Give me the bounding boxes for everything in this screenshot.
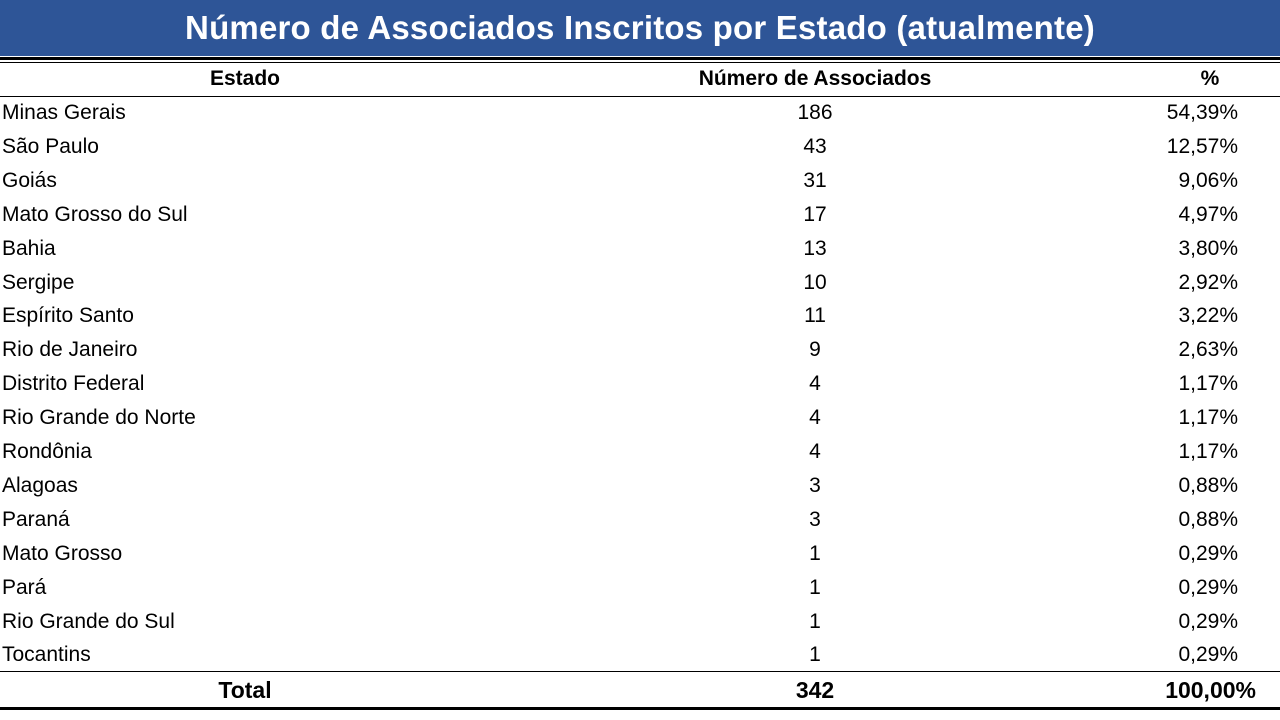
table-header-row: Estado Número de Associados %: [0, 62, 1280, 96]
cell-count: 4: [809, 440, 821, 463]
cell-count: 17: [803, 202, 827, 226]
column-header-count: Número de Associados: [698, 67, 932, 90]
cell-count: 11: [804, 304, 826, 328]
title-bar: Número de Associados Inscritos por Estad…: [0, 0, 1280, 56]
cell-count: 10: [803, 270, 827, 294]
table-row: Tocantins 1 0,29%: [0, 638, 1280, 672]
cell-count: 9: [809, 338, 821, 362]
cell-state: Paraná: [2, 507, 70, 531]
cell-percent: 2,92%: [1178, 270, 1238, 294]
table-row: Distrito Federal 4 1,17%: [0, 367, 1280, 401]
cell-count: 4: [809, 372, 821, 396]
table-row: São Paulo 43 12,57%: [0, 130, 1280, 164]
table-row: Paraná 3 0,88%: [0, 503, 1280, 537]
cell-percent: 0,88%: [1178, 473, 1238, 497]
cell-percent: 0,29%: [1178, 609, 1238, 633]
cell-state: Rio Grande do Sul: [2, 609, 175, 633]
cell-count: 43: [803, 134, 827, 158]
cell-state: Distrito Federal: [2, 372, 145, 396]
cell-percent: 1,17%: [1178, 406, 1238, 430]
table-top-border: [0, 57, 1280, 60]
cell-count: 31: [803, 168, 827, 192]
table-row: Rondônia 4 1,17%: [0, 435, 1280, 469]
cell-percent: 12,57%: [1166, 134, 1238, 158]
total-count: 342: [795, 677, 835, 703]
cell-count: 186: [797, 101, 833, 124]
cell-count: 3: [809, 473, 821, 497]
cell-percent: 54,39%: [1166, 101, 1238, 124]
cell-percent: 1,17%: [1178, 440, 1238, 463]
cell-state: Rio Grande do Norte: [2, 406, 196, 430]
cell-state: Rondônia: [2, 440, 92, 463]
table-row: Espírito Santo 11 3,22%: [0, 299, 1280, 333]
cell-state: Tocantins: [2, 643, 91, 667]
cell-count: 1: [809, 575, 821, 599]
cell-state: Rio de Janeiro: [2, 338, 138, 362]
cell-percent: 0,88%: [1178, 507, 1238, 531]
header-divider: [0, 96, 1280, 97]
cell-percent: 2,63%: [1178, 338, 1238, 362]
cell-state: Alagoas: [2, 473, 78, 497]
cell-state: Mato Grosso do Sul: [2, 202, 188, 226]
table-top-border-inner: [0, 62, 1280, 63]
cell-state: Espírito Santo: [2, 304, 134, 328]
cell-percent: 3,80%: [1178, 236, 1238, 260]
cell-state: Mato Grosso: [2, 541, 123, 565]
cell-percent: 0,29%: [1178, 541, 1238, 565]
cell-percent: 1,17%: [1178, 372, 1238, 396]
table-row: Rio Grande do Norte 4 1,17%: [0, 401, 1280, 435]
total-label: Total: [218, 677, 272, 703]
column-header-percent: %: [1200, 67, 1220, 90]
cell-count: 1: [809, 609, 821, 633]
cell-percent: 4,97%: [1178, 202, 1238, 226]
cell-percent: 3,22%: [1178, 304, 1238, 328]
cell-state: Sergipe: [2, 270, 75, 294]
table-row: Alagoas 3 0,88%: [0, 469, 1280, 503]
cell-count: 4: [809, 406, 821, 430]
total-row: Total 342 100,00%: [0, 672, 1280, 708]
table-row: Mato Grosso do Sul 17 4,97%: [0, 198, 1280, 232]
cell-state: Bahia: [2, 236, 56, 260]
cell-state: Minas Gerais: [2, 101, 126, 124]
total-divider: [0, 671, 1280, 672]
table-row: Rio de Janeiro 9 2,63%: [0, 333, 1280, 367]
cell-state: Pará: [2, 575, 47, 599]
table-row: Bahia 13 3,80%: [0, 232, 1280, 266]
table-row: Rio Grande do Sul 1 0,29%: [0, 605, 1280, 639]
table-row: Minas Gerais 186 54,39%: [0, 96, 1280, 130]
cell-state: São Paulo: [2, 134, 99, 158]
table-row: Sergipe 10 2,92%: [0, 266, 1280, 300]
cell-count: 1: [809, 643, 821, 667]
cell-percent: 0,29%: [1178, 575, 1238, 599]
table-row: Mato Grosso 1 0,29%: [0, 537, 1280, 571]
table-row: Pará 1 0,29%: [0, 571, 1280, 605]
cell-percent: 0,29%: [1178, 643, 1238, 667]
cell-state: Goiás: [2, 168, 57, 192]
cell-count: 3: [809, 507, 821, 531]
column-header-state: Estado: [210, 67, 281, 90]
table-row: Goiás 31 9,06%: [0, 164, 1280, 198]
total-percent: 100,00%: [1165, 677, 1256, 703]
cell-count: 13: [803, 236, 827, 260]
cell-count: 1: [809, 541, 821, 565]
table-bottom-border: [0, 707, 1280, 710]
cell-percent: 9,06%: [1178, 168, 1238, 192]
page-title: Número de Associados Inscritos por Estad…: [185, 9, 1095, 46]
